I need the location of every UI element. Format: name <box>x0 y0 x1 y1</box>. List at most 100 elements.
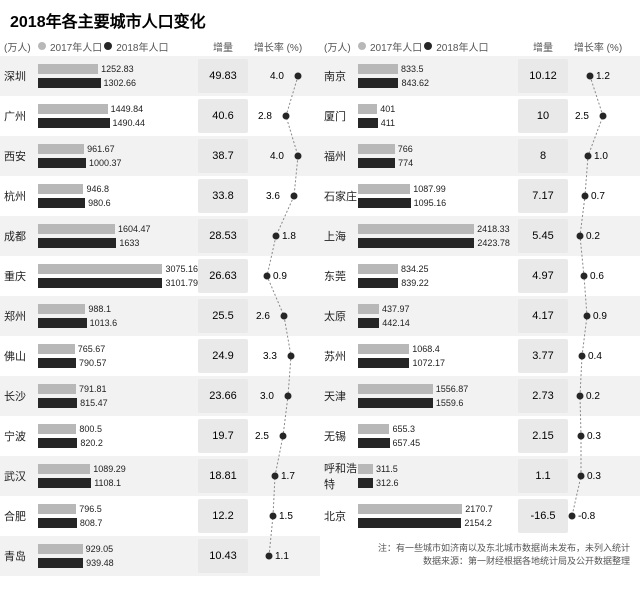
increase-value: 25.5 <box>198 299 248 333</box>
bars: 2170.72154.2 <box>358 499 518 533</box>
bars: 1604.471633 <box>38 219 198 253</box>
city-row: 重庆3075.163101.7926.630.9 <box>0 256 320 296</box>
city-name: 西安 <box>4 148 38 164</box>
pop-value: 1302.66 <box>101 78 137 88</box>
pop-bar <box>358 518 461 528</box>
legend-dot-2017-r <box>358 42 366 50</box>
pop-value: 2423.78 <box>474 238 510 248</box>
pop-value: 815.47 <box>77 398 108 408</box>
increase-value: 4.97 <box>518 259 568 293</box>
rate-cell: 0.3 <box>568 419 628 453</box>
city-name: 太原 <box>324 308 358 324</box>
city-row: 苏州1068.41072.173.770.4 <box>320 336 640 376</box>
increase-value: 8 <box>518 139 568 173</box>
pop-value: 3101.79 <box>162 278 198 288</box>
bars: 1068.41072.17 <box>358 339 518 373</box>
rate-value: -0.8 <box>578 511 595 522</box>
pop-value: 437.97 <box>379 304 410 314</box>
right-column: (万人) 2017年人口 2018年人口 增量 增长率 (%) 南京833.58… <box>320 36 640 596</box>
increase-value: 18.81 <box>198 459 248 493</box>
pop-value: 1604.47 <box>115 224 151 234</box>
rate-cell: 1.0 <box>568 139 628 173</box>
pop-bar <box>358 78 398 88</box>
rate-cell: 4.0 <box>248 59 308 93</box>
rate-value: 1.0 <box>594 151 608 162</box>
increase-value: 49.83 <box>198 59 248 93</box>
increase-value: 1.1 <box>518 459 568 493</box>
header-rate: 增长率 (%) <box>248 39 308 54</box>
city-row: 无锡655.3657.452.150.3 <box>320 416 640 456</box>
increase-value: 3.77 <box>518 339 568 373</box>
pop-value: 808.7 <box>77 518 103 528</box>
increase-value: 10.43 <box>198 539 248 573</box>
bars: 2418.332423.78 <box>358 219 518 253</box>
legend-2018-r: 2018年人口 <box>436 39 488 54</box>
pop-bar <box>358 424 389 434</box>
bars: 401411 <box>358 99 518 133</box>
rate-cell: 1.2 <box>568 59 628 93</box>
pop-bar <box>38 398 77 408</box>
rate-cell: 3.6 <box>248 179 308 213</box>
rate-cell: 0.9 <box>568 299 628 333</box>
rate-value: 3.0 <box>260 391 274 402</box>
city-row: 福州76677481.0 <box>320 136 640 176</box>
chart-title: 2018年各主要城市人口变化 <box>0 0 640 36</box>
pop-bar <box>38 464 90 474</box>
city-row: 宁波800.5820.219.72.5 <box>0 416 320 456</box>
pop-value: 1072.17 <box>409 358 445 368</box>
rate-value: 1.5 <box>279 511 293 522</box>
pop-value: 929.05 <box>83 544 114 554</box>
bars: 791.81815.47 <box>38 379 198 413</box>
increase-value: 4.17 <box>518 299 568 333</box>
rate-value: 2.5 <box>255 431 269 442</box>
pop-value: 946.8 <box>83 184 109 194</box>
pop-bar <box>358 438 390 448</box>
pop-bar <box>358 464 373 474</box>
pop-value: 1556.87 <box>433 384 469 394</box>
bars: 1449.841490.44 <box>38 99 198 133</box>
pop-bar <box>358 318 379 328</box>
pop-bar <box>358 358 409 368</box>
pop-bar <box>358 64 398 74</box>
pop-bar <box>38 358 76 368</box>
pop-value: 790.57 <box>76 358 107 368</box>
city-row: 太原 437.97 442.14 4.170.9 <box>320 296 640 336</box>
pop-bar <box>38 198 85 208</box>
pop-bar <box>38 118 110 128</box>
unit-label-r: (万人) <box>324 39 358 54</box>
bars: 988.11013.6 <box>38 299 198 333</box>
pop-value: 657.45 <box>390 438 421 448</box>
pop-bar <box>38 304 85 314</box>
rate-cell: 2.6 <box>248 299 308 333</box>
rate-cell: 1.5 <box>248 499 308 533</box>
rate-value: 3.6 <box>266 191 280 202</box>
pop-value: 442.14 <box>379 318 410 328</box>
legend-dot-2018-r <box>424 42 432 50</box>
city-row: 呼和浩特311.5312.61.10.3 <box>320 456 640 496</box>
pop-value: 939.48 <box>83 558 114 568</box>
pop-bar <box>38 558 83 568</box>
city-row: 杭州946.8980.633.83.6 <box>0 176 320 216</box>
pop-bar <box>38 144 84 154</box>
pop-bar <box>358 104 377 114</box>
pop-value: 839.22 <box>398 278 429 288</box>
pop-value: 766 <box>395 144 413 154</box>
pop-value: 312.6 <box>373 478 399 488</box>
increase-value: 24.9 <box>198 339 248 373</box>
pop-bar <box>358 198 411 208</box>
rate-cell: 2.8 <box>248 99 308 133</box>
bars: 1252.831302.66 <box>38 59 198 93</box>
pop-value: 796.5 <box>76 504 102 514</box>
city-row: 青岛929.05939.4810.431.1 <box>0 536 320 576</box>
rate-value: 2.6 <box>256 311 270 322</box>
pop-bar <box>38 238 116 248</box>
pop-bar <box>358 224 474 234</box>
header-left: (万人) 2017年人口 2018年人口 增量 增长率 (%) <box>0 36 320 56</box>
bars: 311.5312.6 <box>358 459 518 493</box>
city-row: 天津1556.871559.62.730.2 <box>320 376 640 416</box>
pop-bar <box>38 264 162 274</box>
city-row: 南京833.5843.6210.121.2 <box>320 56 640 96</box>
rate-cell: 0.2 <box>568 379 628 413</box>
rate-cell: 2.5 <box>568 99 628 133</box>
pop-bar <box>38 424 76 434</box>
